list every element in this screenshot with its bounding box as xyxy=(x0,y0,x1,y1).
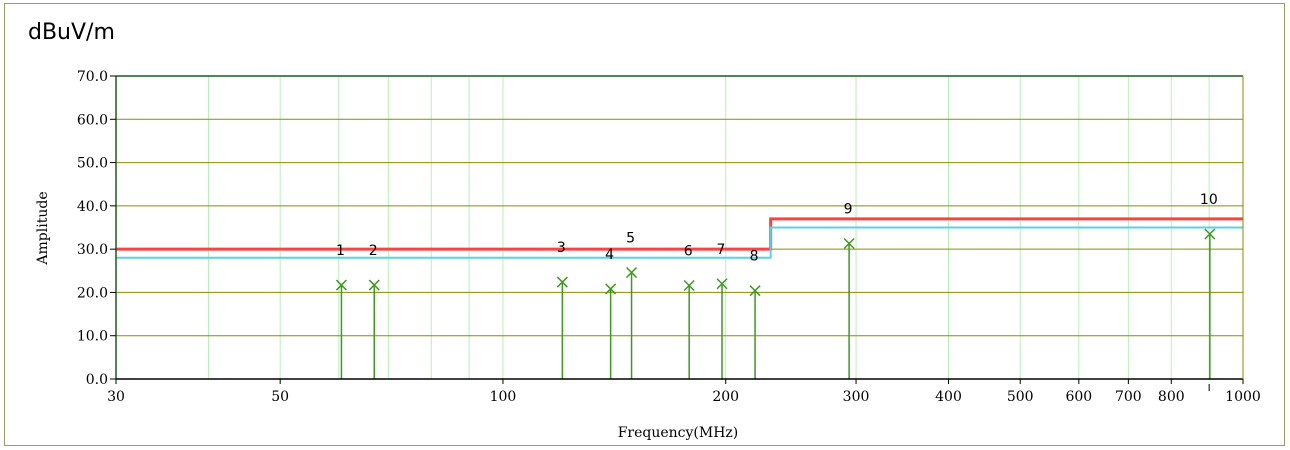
y-tick-labels: 0.0 10.0 20.0 30.0 40.0 50.0 60.0 70.0 xyxy=(77,69,108,388)
x-tick-label: 400 xyxy=(935,389,962,405)
y-tick-label: 60.0 xyxy=(77,112,108,128)
chart-frame xyxy=(4,3,1285,446)
unit-label: dBuV/m xyxy=(28,20,115,45)
marker-label: 1 xyxy=(336,243,345,259)
markers: 1 2 3 45 6 7 8 9 10 xyxy=(335,192,1218,379)
marker-label: 3 xyxy=(557,240,566,256)
marker-5: 5 xyxy=(626,231,638,379)
y-tick-label: 20.0 xyxy=(77,285,108,301)
marker-point xyxy=(1204,228,1216,240)
marker-point xyxy=(368,279,380,291)
marker-label: 8 xyxy=(750,249,759,265)
x-tick-label: 300 xyxy=(843,389,870,405)
x-tick-label: 30 xyxy=(107,389,125,405)
y-tick-label: 70.0 xyxy=(77,69,108,85)
marker-point xyxy=(683,279,695,292)
marker-point xyxy=(843,237,855,250)
marker-label: 6 xyxy=(684,244,693,260)
y-tick-label: 10.0 xyxy=(77,329,108,345)
axes xyxy=(110,75,1244,391)
x-tick-label: 800 xyxy=(1158,389,1185,405)
marker-4: 4 xyxy=(605,247,617,379)
marker-label: 5 xyxy=(626,231,635,247)
marker-3: 3 xyxy=(556,240,568,379)
marker-6: 6 xyxy=(683,244,695,379)
x-tick-label: 100 xyxy=(490,389,517,405)
y-tick-label: 30.0 xyxy=(77,242,108,258)
limit-line-1 xyxy=(116,217,1243,251)
marker-8: 8 xyxy=(749,249,761,379)
y-axis-label: Amplitude xyxy=(35,191,51,265)
limit-lines xyxy=(116,217,1243,259)
horizontal-gridlines xyxy=(116,75,1243,337)
x-axis-label: Frequency(MHz) xyxy=(618,425,739,441)
limit-line-2 xyxy=(116,226,1243,259)
marker-point xyxy=(335,279,347,291)
x-tick-label: 700 xyxy=(1115,389,1142,405)
marker-point xyxy=(556,276,568,288)
x-tick-label: 500 xyxy=(1007,389,1034,405)
x-tick-label: 50 xyxy=(271,389,289,405)
marker-label: 10 xyxy=(1200,192,1218,208)
marker-label: 2 xyxy=(369,243,378,259)
x-tick-label: 1000 xyxy=(1225,389,1261,405)
y-tick-label: 50.0 xyxy=(77,156,108,172)
marker-2: 2 xyxy=(368,243,380,379)
marker-1: 1 xyxy=(335,243,347,379)
x-tick-label: 600 xyxy=(1065,389,1092,405)
marker-point xyxy=(749,285,761,297)
marker-9: 9 xyxy=(843,202,855,379)
marker-point xyxy=(605,283,617,295)
marker-point xyxy=(626,266,638,279)
marker-7: 7 xyxy=(716,242,728,379)
marker-label: 7 xyxy=(717,242,726,258)
marker-label: 9 xyxy=(844,202,853,218)
marker-point xyxy=(716,278,728,290)
x-tick-labels: 30 50 100 200 300 400 500 600 700 800 1000 xyxy=(107,389,1261,405)
y-tick-label: 40.0 xyxy=(77,199,108,215)
y-tick-label: 0.0 xyxy=(86,372,108,388)
marker-10: 10 xyxy=(1200,192,1218,379)
x-tick-label: 200 xyxy=(712,389,739,405)
marker-label: 4 xyxy=(605,247,614,263)
